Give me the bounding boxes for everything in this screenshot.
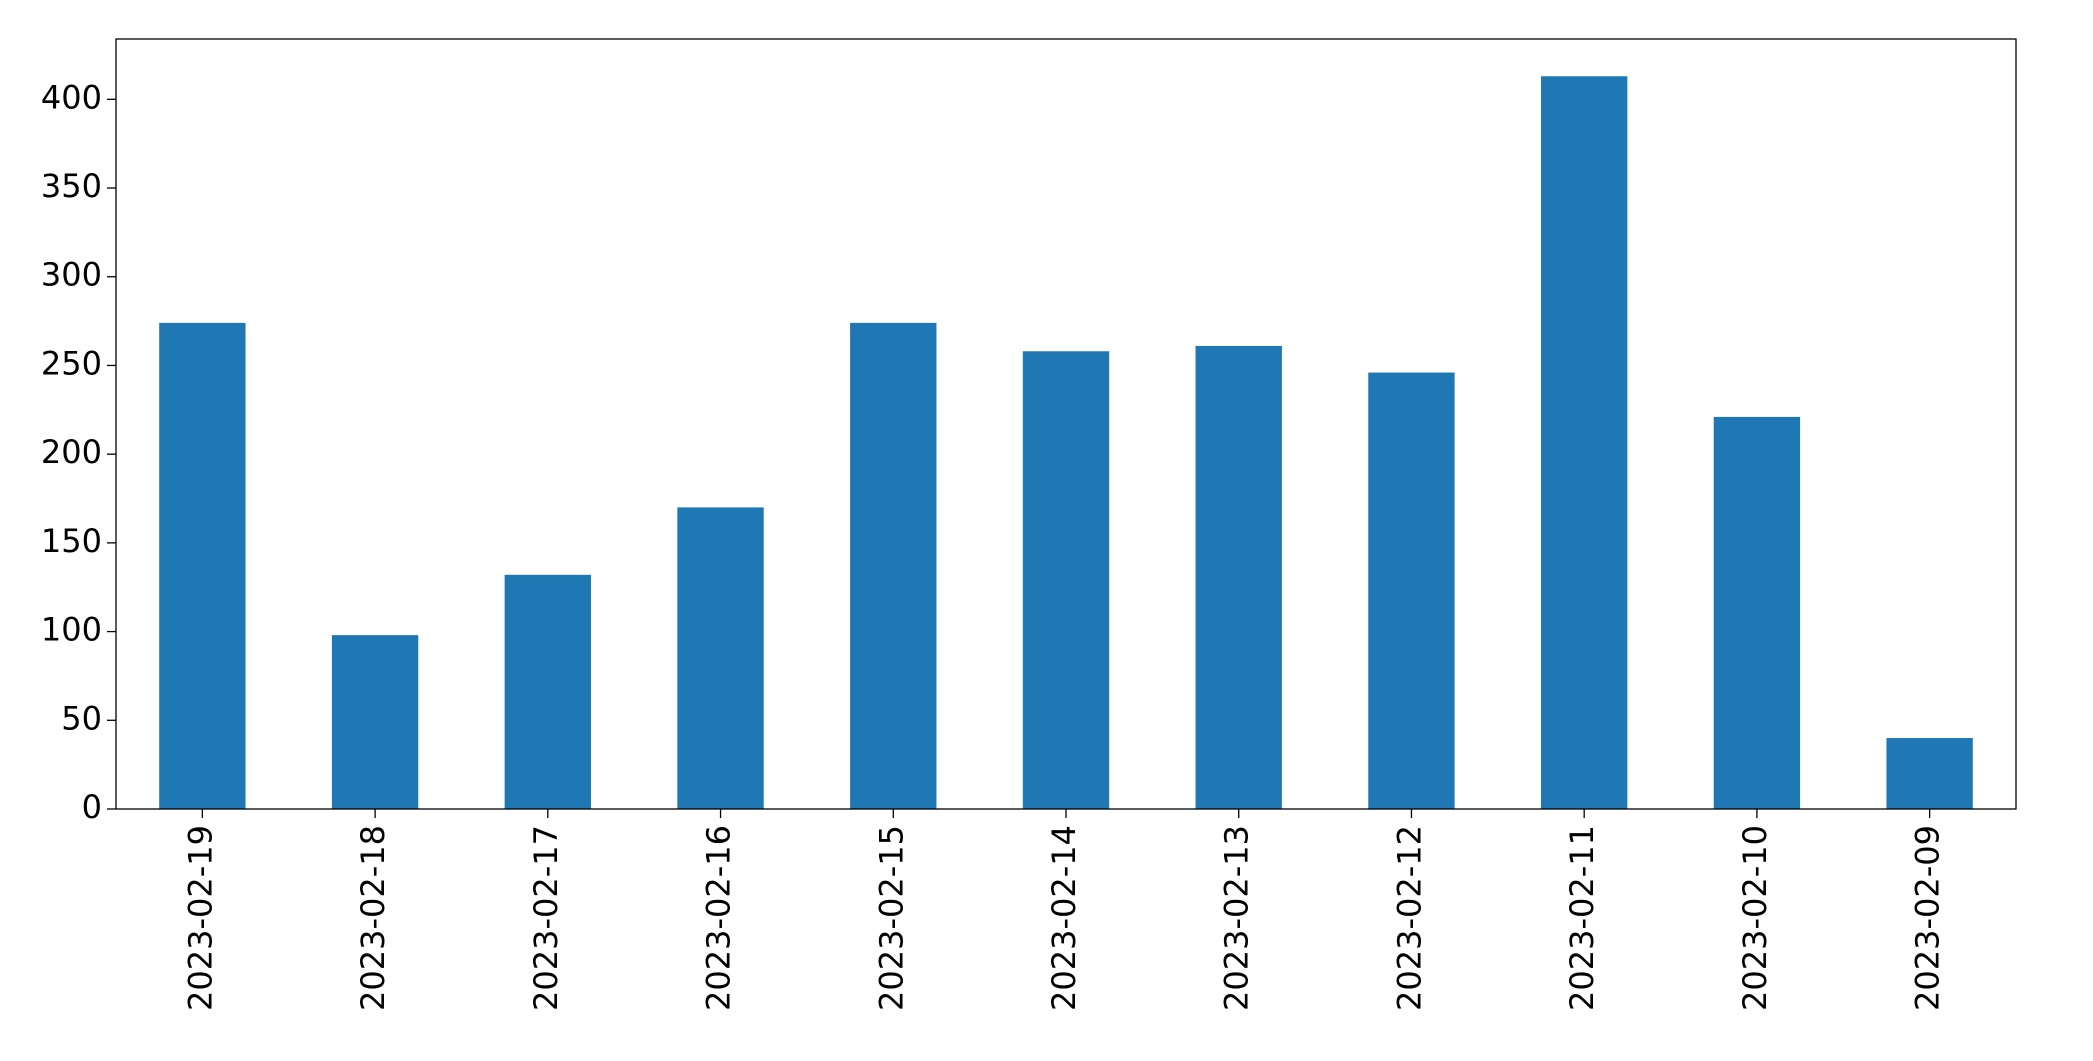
bar <box>850 322 937 809</box>
x-tick-label: 2023-02-13 <box>1218 825 1256 1011</box>
bar <box>1541 76 1628 810</box>
bar <box>1022 351 1110 809</box>
x-tick-label: 2023-02-15 <box>872 825 910 1011</box>
x-tick-label: 2023-02-18 <box>354 825 392 1011</box>
y-tick-label: 50 <box>61 699 102 737</box>
bar <box>331 635 419 809</box>
x-tick-label: 2023-02-19 <box>181 825 219 1011</box>
x-tick-label: 2023-02-17 <box>527 825 565 1011</box>
bar <box>1195 345 1282 809</box>
plot-frame <box>115 38 2017 810</box>
y-tick-label: 250 <box>41 344 102 382</box>
y-tick-label: 150 <box>41 522 102 560</box>
y-tick-label: 300 <box>41 256 102 294</box>
x-tick-label: 2023-02-16 <box>700 825 738 1011</box>
x-tick-label: 2023-02-11 <box>1563 825 1601 1011</box>
bar <box>1713 416 1801 809</box>
bar <box>1886 738 1973 809</box>
y-tick-label: 400 <box>41 78 102 116</box>
x-tick-label: 2023-02-10 <box>1736 825 1774 1011</box>
y-tick-label: 350 <box>41 167 102 205</box>
bar <box>1368 372 1455 809</box>
y-tick-label: 200 <box>41 433 102 471</box>
bar <box>504 574 591 809</box>
y-tick-label: 0 <box>82 788 102 826</box>
x-tick-label: 2023-02-14 <box>1045 825 1083 1011</box>
x-tick-label: 2023-02-09 <box>1909 825 1947 1011</box>
bar <box>159 322 246 809</box>
bar <box>677 507 764 809</box>
y-tick-label: 100 <box>41 611 102 649</box>
x-tick-label: 2023-02-12 <box>1390 825 1428 1011</box>
